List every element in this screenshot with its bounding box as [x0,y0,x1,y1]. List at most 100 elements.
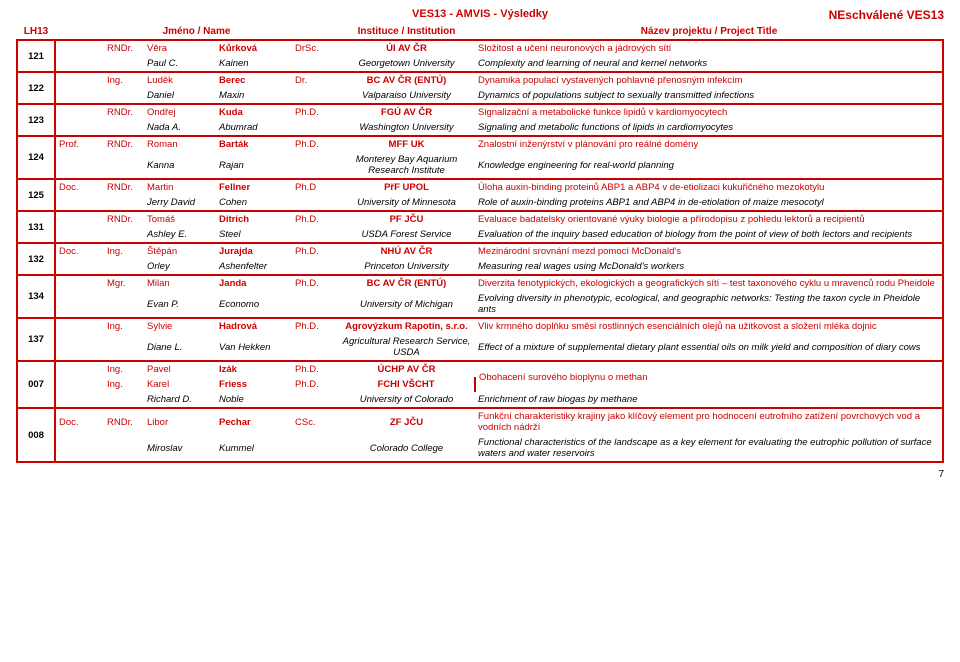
table-row: 134Mgr.MilanJandaPh.D.BC AV ČR (ENTÚ)Div… [17,275,943,291]
table-row: Paul C.KainenGeorgetown UniversityComple… [17,56,943,72]
institution: USDA Forest Service [338,227,475,243]
first-name: Daniel [144,88,216,104]
project-title: Dynamics of populations subject to sexua… [475,88,943,104]
title2: Ing. [104,361,144,377]
table-row: MiroslavKummelColorado CollegeFunctional… [17,435,943,462]
project-title: Složitost a učení neuronových a jádrovýc… [475,40,943,56]
institution: Monterey Bay Aquarium Research Institute [338,152,475,179]
degree: Ph.D. [292,361,338,377]
group-id: 132 [17,243,55,275]
title2 [104,392,144,408]
first-name: Diane L. [144,334,216,361]
page-number: 7 [16,469,944,480]
table-row: KannaRajanMonterey Bay Aquarium Research… [17,152,943,179]
first-name: Richard D. [144,392,216,408]
first-name: Libor [144,408,216,435]
project-title: Dynamika populací vystavených pohlavně p… [475,72,943,88]
institution: University of Minnesota [338,195,475,211]
group-id: 124 [17,136,55,179]
title2: RNDr. [104,40,144,56]
table-row: Jerry DavidCohenUniversity of MinnesotaR… [17,195,943,211]
table-row: Evan P.EconomoUniversity of MichiganEvol… [17,291,943,318]
title1 [55,392,104,408]
first-name: Nada A. [144,120,216,136]
title1: Prof. [55,136,104,152]
table-row: 121RNDr.VěraKůrkováDrSc.ÚI AV ČRSložitos… [17,40,943,56]
degree: DrSc. [292,40,338,56]
institution: University of Michigan [338,291,475,318]
last-name: Kummel [216,435,292,462]
group-id: 008 [17,408,55,462]
title1 [55,152,104,179]
group-id: 123 [17,104,55,136]
degree [292,334,338,361]
last-name: Pechar [216,408,292,435]
degree: Ph.D. [292,275,338,291]
last-name: Ashenfelter [216,259,292,275]
group-id: 007 [17,361,55,408]
last-name: Economo [216,291,292,318]
degree [292,291,338,318]
first-name: Milan [144,275,216,291]
title1: Doc. [55,408,104,435]
table-row: 131RNDr.TomášDitrichPh.D.PF JČUEvaluace … [17,211,943,227]
title1 [55,56,104,72]
project-title: Znalostní inženýrství v plánování pro re… [475,136,943,152]
first-name: Miroslav [144,435,216,462]
table-row: DanielMaxin Valparaiso UniversityDynamics… [17,88,943,104]
degree [292,259,338,275]
institution: ZF JČU [338,408,475,435]
table-row: 122Ing.LuděkBerecDr.BC AV ČR (ENTÚ)Dynam… [17,72,943,88]
title2 [104,435,144,462]
last-name: Noble [216,392,292,408]
project-title: Role of auxin-binding proteins ABP1 and … [475,195,943,211]
project-title: Vliv krmného doplňku směsi rostlinných e… [475,318,943,334]
col-lh: LH13 [17,24,55,40]
institution: Agrovýzkum Rapotín, s.r.o. [338,318,475,334]
table-header-row: LH13 Jméno / Name Instituce / Institutio… [17,24,943,40]
last-name: Kůrková [216,40,292,56]
project-title: Evaluace badatelsky orientované výuky bi… [475,211,943,227]
first-name: Ashley E. [144,227,216,243]
institution: Princeton University [338,259,475,275]
title2 [104,227,144,243]
first-name: Jerry David [144,195,216,211]
institution: University of Colorado [338,392,475,408]
last-name: Berec [216,72,292,88]
institution: PF JČU [338,211,475,227]
institution: Georgetown University [338,56,475,72]
first-name: Karel [144,377,216,392]
degree: Ph.D. [292,318,338,334]
title2: Ing. [104,72,144,88]
project-title: Enrichment of raw biogas by methane [475,392,943,408]
first-name: Sylvie [144,318,216,334]
title2: Ing. [104,243,144,259]
project-title: Signaling and metabolic functions of lip… [475,120,943,136]
title2 [104,334,144,361]
last-name: Izák [216,361,292,377]
last-name: Maxin [216,88,292,104]
project-title: Evolving diversity in phenotypic, ecolog… [475,291,943,318]
group-id: 134 [17,275,55,318]
title1: Doc. [55,179,104,195]
institution: Washington University [338,120,475,136]
first-name: Luděk [144,72,216,88]
institution: Valparaiso University [338,88,475,104]
institution: NHÚ AV ČR [338,243,475,259]
last-name: Friess [216,377,292,392]
project-title: Evaluation of the inquiry based educatio… [475,227,943,243]
degree: Ph.D. [292,136,338,152]
title1 [55,361,104,377]
last-name: Hadrová [216,318,292,334]
col-inst: Instituce / Institution [338,24,475,40]
title1: Doc. [55,243,104,259]
table-row: Ashley E.SteelUSDA Forest ServiceEvaluat… [17,227,943,243]
results-table: LH13 Jméno / Name Instituce / Institutio… [16,24,944,463]
project-title: Funkční charakteristiky krajiny jako klí… [475,408,943,435]
title2: Mgr. [104,275,144,291]
last-name: Jurajda [216,243,292,259]
last-name: Rajan [216,152,292,179]
title2: RNDr. [104,179,144,195]
institution: ÚI AV ČR [338,40,475,56]
first-name: Pavel [144,361,216,377]
